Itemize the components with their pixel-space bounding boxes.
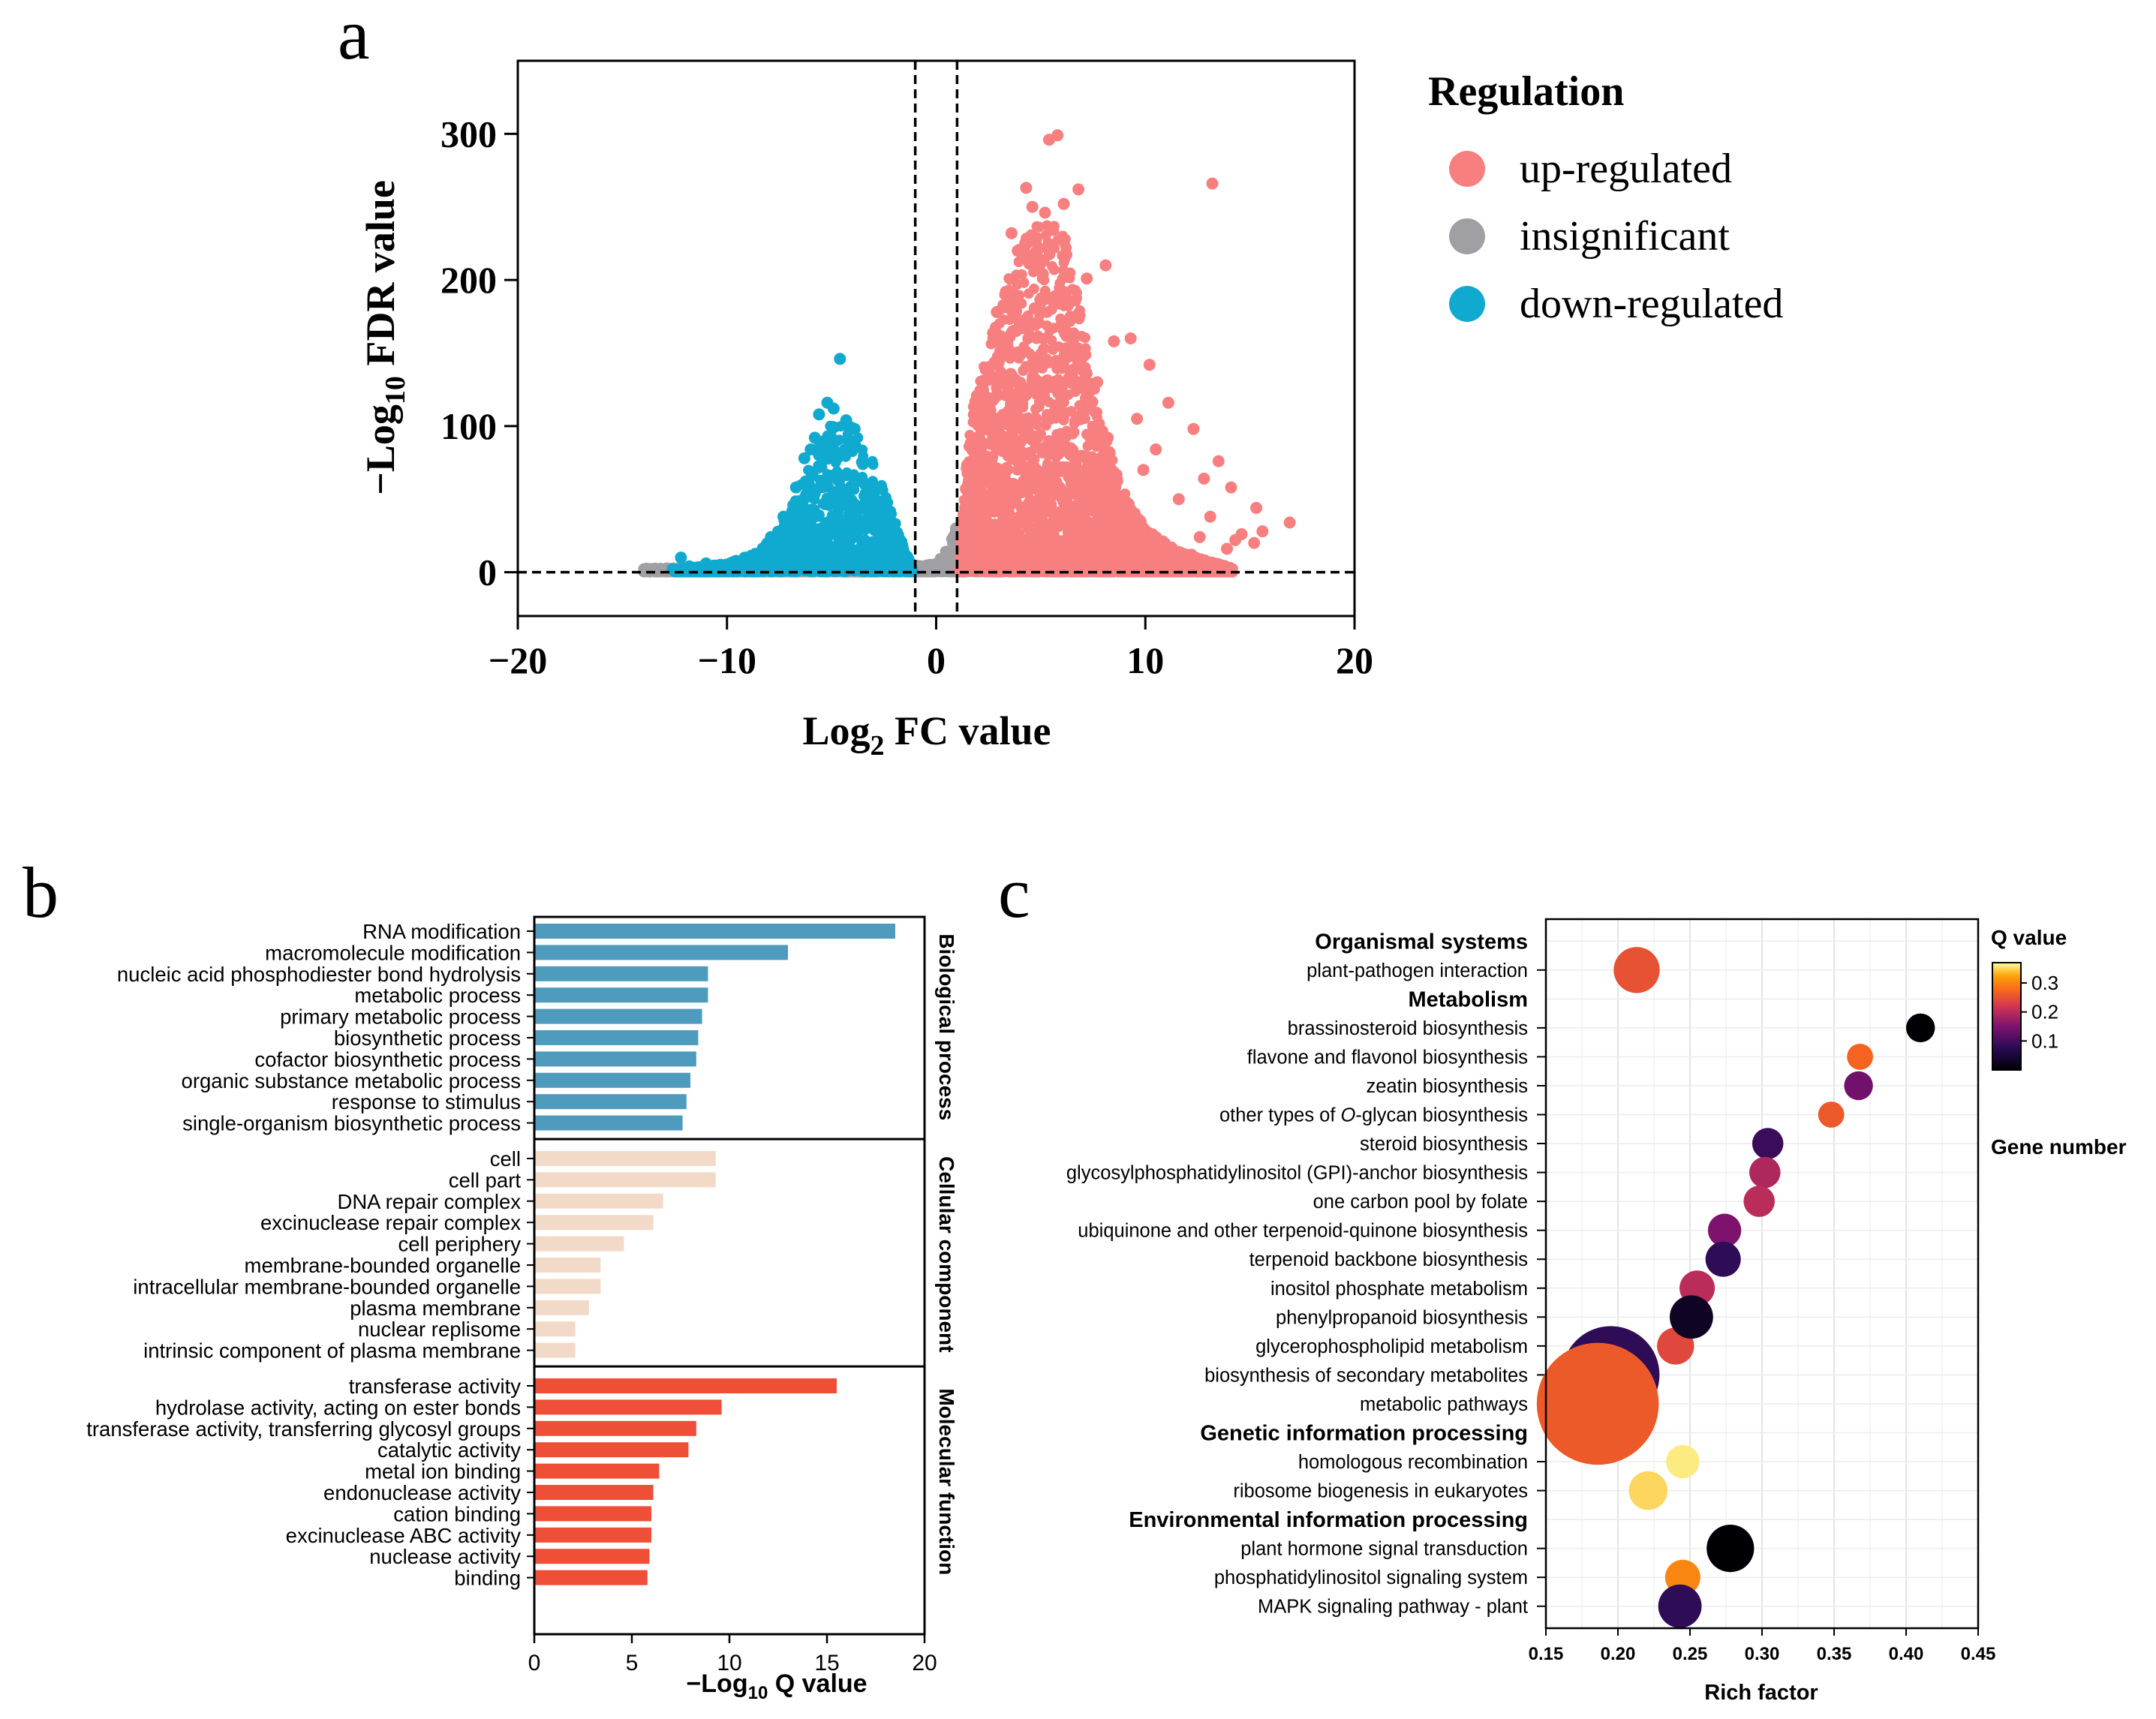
point-down-regulated: [858, 503, 869, 514]
point-down-regulated: [824, 526, 835, 537]
point-down-regulated: [802, 521, 813, 532]
point-down-regulated: [699, 557, 712, 569]
point-down-regulated: [827, 510, 838, 521]
point-down-regulated: [832, 453, 843, 464]
point-down-regulated: [758, 565, 769, 576]
point-down-regulated: [844, 437, 857, 450]
point-down-regulated: [876, 479, 887, 491]
series-down-regulated: [666, 353, 919, 578]
point-down-regulated: [856, 458, 869, 470]
point-down-regulated: [835, 481, 846, 492]
point-down-regulated: [789, 524, 801, 535]
point-down-regulated: [777, 510, 789, 523]
point-down-regulated: [800, 475, 810, 486]
point-down-regulated: [808, 431, 821, 444]
point-down-regulated: [812, 484, 822, 495]
point-down-regulated: [772, 551, 783, 561]
point-down-regulated: [884, 529, 895, 540]
point-insignificant: [940, 545, 953, 558]
panel-label-a: a: [338, 0, 370, 74]
point-down-regulated: [863, 490, 876, 503]
point-down-regulated: [813, 460, 824, 471]
panel-label-c: c: [998, 852, 1030, 933]
point-down-regulated: [834, 353, 846, 365]
point-down-regulated: [746, 560, 759, 572]
point-down-regulated: [765, 530, 777, 543]
point-down-regulated: [840, 414, 852, 427]
point-down-regulated: [778, 535, 789, 546]
point-down-regulated: [813, 408, 825, 421]
point-down-regulated: [825, 420, 836, 431]
point-down-regulated: [804, 443, 817, 455]
point-down-regulated: [827, 402, 840, 415]
point-down-regulated: [837, 499, 850, 511]
point-down-regulated: [880, 491, 892, 503]
point-down-regulated: [789, 481, 802, 494]
point-down-regulated: [795, 505, 807, 515]
point-down-regulated: [821, 434, 832, 446]
point-down-regulated: [754, 548, 767, 561]
point-up-regulated: [1028, 283, 1039, 294]
point-down-regulated: [813, 538, 824, 549]
point-down-regulated: [819, 552, 830, 563]
point-down-regulated: [825, 470, 838, 482]
point-down-regulated: [845, 533, 856, 545]
point-down-regulated: [892, 551, 905, 564]
point-down-regulated: [800, 493, 811, 504]
point-down-regulated: [831, 436, 842, 447]
point-down-regulated: [822, 536, 833, 548]
point-down-regulated: [848, 422, 861, 435]
point-down-regulated: [803, 464, 814, 476]
point-down-regulated: [878, 505, 889, 516]
point-down-regulated: [886, 539, 898, 552]
point-insignificant: [924, 558, 937, 571]
point-down-regulated: [819, 499, 831, 510]
point-down-regulated: [861, 547, 873, 558]
point-down-regulated: [800, 558, 811, 569]
point-down-regulated: [683, 560, 696, 572]
series-up-regulated: [954, 129, 1296, 578]
point-down-regulated: [876, 519, 888, 532]
panel-label-b: b: [23, 852, 59, 933]
point-down-regulated: [840, 470, 852, 482]
point-down-regulated: [675, 551, 687, 564]
point-down-regulated: [867, 506, 878, 517]
point-down-regulated: [714, 558, 727, 571]
point-down-regulated: [799, 533, 810, 544]
point-down-regulated: [813, 509, 825, 521]
point-down-regulated: [846, 512, 858, 524]
point-down-regulated: [831, 544, 843, 555]
point-insignificant: [945, 565, 956, 576]
point-down-regulated: [729, 557, 741, 569]
